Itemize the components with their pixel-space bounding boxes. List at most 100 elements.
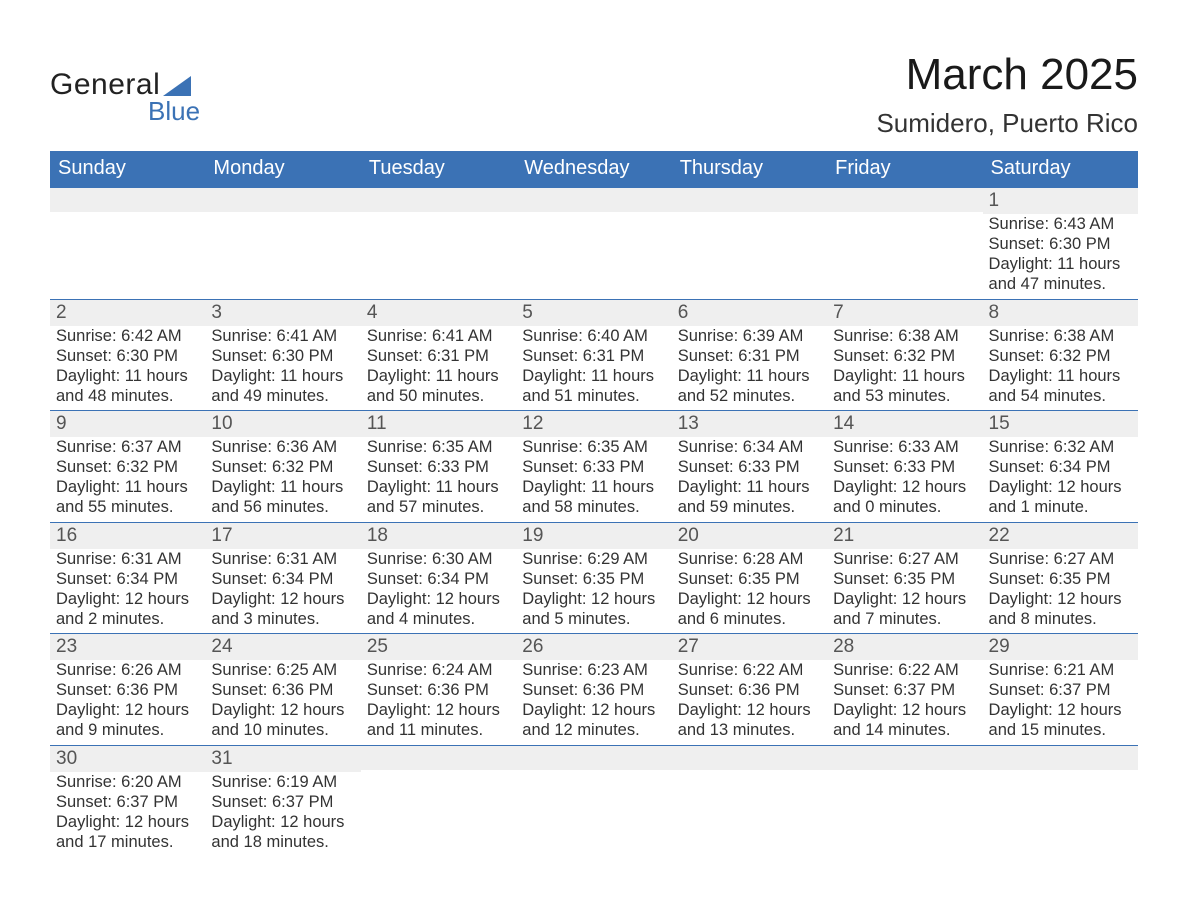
daylight-line: Daylight: 12 hours and 17 minutes. (56, 812, 199, 852)
daylight-line: Daylight: 12 hours and 14 minutes. (833, 700, 976, 740)
day-number (827, 188, 982, 212)
day-number: 28 (827, 634, 982, 660)
day-details: Sunrise: 6:35 AMSunset: 6:33 PMDaylight:… (516, 437, 671, 522)
day-details (516, 770, 671, 854)
daylight-line: Daylight: 11 hours and 47 minutes. (989, 254, 1132, 294)
day-details (361, 212, 516, 296)
day-number: 12 (516, 411, 671, 437)
daylight-line: Daylight: 11 hours and 58 minutes. (522, 477, 665, 517)
sunrise-line: Sunrise: 6:22 AM (833, 660, 976, 680)
daylight-line: Daylight: 11 hours and 57 minutes. (367, 477, 510, 517)
sunset-line: Sunset: 6:31 PM (678, 346, 821, 366)
calendar-cell: 11Sunrise: 6:35 AMSunset: 6:33 PMDayligh… (361, 411, 516, 523)
sunset-line: Sunset: 6:35 PM (522, 569, 665, 589)
sunrise-line: Sunrise: 6:32 AM (989, 437, 1132, 457)
sunrise-line: Sunrise: 6:38 AM (989, 326, 1132, 346)
daylight-line: Daylight: 12 hours and 8 minutes. (989, 589, 1132, 629)
daylight-line: Daylight: 12 hours and 7 minutes. (833, 589, 976, 629)
daylight-line: Daylight: 12 hours and 5 minutes. (522, 589, 665, 629)
weekday-header-row: Sunday Monday Tuesday Wednesday Thursday… (50, 151, 1138, 187)
logo-text-main: General (50, 68, 160, 102)
day-details: Sunrise: 6:43 AMSunset: 6:30 PMDaylight:… (983, 214, 1138, 299)
day-number: 27 (672, 634, 827, 660)
day-number: 25 (361, 634, 516, 660)
sunset-line: Sunset: 6:35 PM (833, 569, 976, 589)
location: Sumidero, Puerto Rico (876, 108, 1138, 139)
day-number: 20 (672, 523, 827, 549)
calendar-cell: 18Sunrise: 6:30 AMSunset: 6:34 PMDayligh… (361, 522, 516, 634)
sunset-line: Sunset: 6:37 PM (989, 680, 1132, 700)
calendar-cell (361, 187, 516, 299)
sunrise-line: Sunrise: 6:27 AM (989, 549, 1132, 569)
calendar-cell (983, 745, 1138, 856)
day-number: 17 (205, 523, 360, 549)
daylight-line: Daylight: 12 hours and 1 minute. (989, 477, 1132, 517)
daylight-line: Daylight: 11 hours and 59 minutes. (678, 477, 821, 517)
daylight-line: Daylight: 11 hours and 54 minutes. (989, 366, 1132, 406)
sunrise-line: Sunrise: 6:38 AM (833, 326, 976, 346)
daylight-line: Daylight: 11 hours and 53 minutes. (833, 366, 976, 406)
calendar-cell (516, 745, 671, 856)
day-number: 24 (205, 634, 360, 660)
calendar-cell: 3Sunrise: 6:41 AMSunset: 6:30 PMDaylight… (205, 299, 360, 411)
daylight-line: Daylight: 12 hours and 12 minutes. (522, 700, 665, 740)
sunrise-line: Sunrise: 6:21 AM (989, 660, 1132, 680)
sunset-line: Sunset: 6:34 PM (56, 569, 199, 589)
calendar-cell: 17Sunrise: 6:31 AMSunset: 6:34 PMDayligh… (205, 522, 360, 634)
day-number: 9 (50, 411, 205, 437)
daylight-line: Daylight: 12 hours and 3 minutes. (211, 589, 354, 629)
calendar-week-row: 9Sunrise: 6:37 AMSunset: 6:32 PMDaylight… (50, 411, 1138, 523)
day-number: 4 (361, 300, 516, 326)
daylight-line: Daylight: 12 hours and 10 minutes. (211, 700, 354, 740)
sunrise-line: Sunrise: 6:27 AM (833, 549, 976, 569)
header-block: General Blue March 2025 Sumidero, Puerto… (50, 50, 1138, 139)
day-details: Sunrise: 6:25 AMSunset: 6:36 PMDaylight:… (205, 660, 360, 745)
calendar-cell: 1Sunrise: 6:43 AMSunset: 6:30 PMDaylight… (983, 187, 1138, 299)
day-details: Sunrise: 6:27 AMSunset: 6:35 PMDaylight:… (983, 549, 1138, 634)
day-details: Sunrise: 6:20 AMSunset: 6:37 PMDaylight:… (50, 772, 205, 857)
calendar-cell: 15Sunrise: 6:32 AMSunset: 6:34 PMDayligh… (983, 411, 1138, 523)
daylight-line: Daylight: 12 hours and 18 minutes. (211, 812, 354, 852)
calendar-cell (827, 187, 982, 299)
month-title: March 2025 (876, 50, 1138, 100)
daylight-line: Daylight: 12 hours and 15 minutes. (989, 700, 1132, 740)
day-number: 8 (983, 300, 1138, 326)
day-number: 30 (50, 746, 205, 772)
sunrise-line: Sunrise: 6:23 AM (522, 660, 665, 680)
calendar-cell: 8Sunrise: 6:38 AMSunset: 6:32 PMDaylight… (983, 299, 1138, 411)
calendar-cell: 19Sunrise: 6:29 AMSunset: 6:35 PMDayligh… (516, 522, 671, 634)
calendar-week-row: 2Sunrise: 6:42 AMSunset: 6:30 PMDaylight… (50, 299, 1138, 411)
daylight-line: Daylight: 12 hours and 11 minutes. (367, 700, 510, 740)
sunrise-line: Sunrise: 6:37 AM (56, 437, 199, 457)
calendar-cell: 13Sunrise: 6:34 AMSunset: 6:33 PMDayligh… (672, 411, 827, 523)
col-sunday: Sunday (50, 151, 205, 187)
daylight-line: Daylight: 11 hours and 50 minutes. (367, 366, 510, 406)
daylight-line: Daylight: 12 hours and 6 minutes. (678, 589, 821, 629)
sunrise-line: Sunrise: 6:40 AM (522, 326, 665, 346)
sunrise-line: Sunrise: 6:39 AM (678, 326, 821, 346)
day-details: Sunrise: 6:41 AMSunset: 6:30 PMDaylight:… (205, 326, 360, 411)
day-details: Sunrise: 6:42 AMSunset: 6:30 PMDaylight:… (50, 326, 205, 411)
day-number: 10 (205, 411, 360, 437)
logo-text-sub: Blue (148, 96, 200, 127)
sunset-line: Sunset: 6:37 PM (211, 792, 354, 812)
sunset-line: Sunset: 6:36 PM (678, 680, 821, 700)
day-number: 22 (983, 523, 1138, 549)
sunset-line: Sunset: 6:33 PM (522, 457, 665, 477)
daylight-line: Daylight: 12 hours and 0 minutes. (833, 477, 976, 517)
calendar-cell: 16Sunrise: 6:31 AMSunset: 6:34 PMDayligh… (50, 522, 205, 634)
calendar-cell: 27Sunrise: 6:22 AMSunset: 6:36 PMDayligh… (672, 634, 827, 746)
day-details: Sunrise: 6:31 AMSunset: 6:34 PMDaylight:… (50, 549, 205, 634)
calendar-cell: 14Sunrise: 6:33 AMSunset: 6:33 PMDayligh… (827, 411, 982, 523)
day-details: Sunrise: 6:31 AMSunset: 6:34 PMDaylight:… (205, 549, 360, 634)
logo: General Blue (50, 68, 200, 127)
day-number (205, 188, 360, 212)
daylight-line: Daylight: 12 hours and 4 minutes. (367, 589, 510, 629)
sunrise-line: Sunrise: 6:19 AM (211, 772, 354, 792)
daylight-line: Daylight: 11 hours and 49 minutes. (211, 366, 354, 406)
day-number (516, 746, 671, 770)
day-details: Sunrise: 6:21 AMSunset: 6:37 PMDaylight:… (983, 660, 1138, 745)
daylight-line: Daylight: 11 hours and 51 minutes. (522, 366, 665, 406)
day-details: Sunrise: 6:37 AMSunset: 6:32 PMDaylight:… (50, 437, 205, 522)
sunset-line: Sunset: 6:31 PM (522, 346, 665, 366)
